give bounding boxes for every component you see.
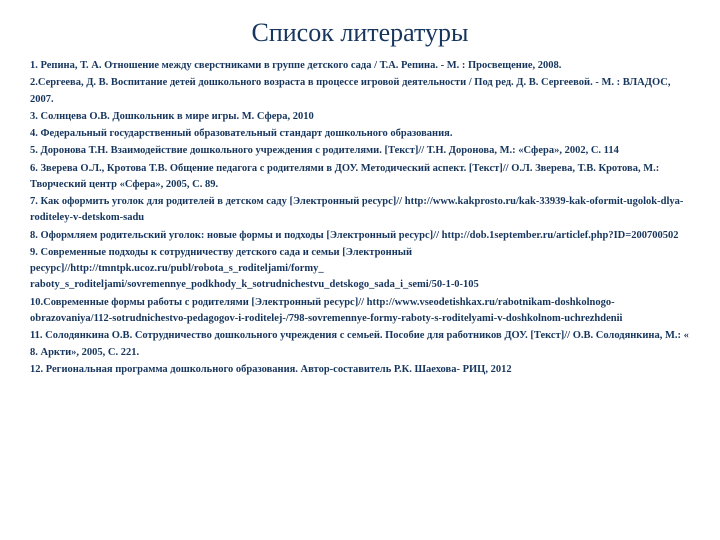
- document-page: Список литературы 1. Репина, Т. А. Отнош…: [0, 0, 720, 378]
- page-title: Список литературы: [30, 18, 690, 48]
- reference-item: 8. Оформляем родительский уголок: новые …: [30, 228, 690, 244]
- reference-item: 4. Федеральный государственный образоват…: [30, 126, 690, 142]
- reference-item: 7. Как оформить уголок для родителей в д…: [30, 194, 690, 227]
- reference-item: 1. Репина, Т. А. Отношение между сверстн…: [30, 58, 690, 74]
- reference-item: 11. Солодянкина О.В. Сотрудничество дошк…: [30, 328, 690, 361]
- reference-item: 6. Зверева О.Л., Кротова Т.В. Общение пе…: [30, 161, 690, 194]
- reference-item: 3. Солнцева О.В. Дошкольник в мире игры.…: [30, 109, 690, 125]
- reference-item: 2.Сергеева, Д. В. Воспитание детей дошко…: [30, 75, 690, 108]
- reference-item: 10.Современные формы работы с родителями…: [30, 295, 690, 328]
- reference-item: 12. Региональная программа дошкольного о…: [30, 362, 690, 378]
- reference-item: 5. Доронова Т.Н. Взаимодействие дошкольн…: [30, 143, 690, 159]
- reference-item: 9. Современные подходы к сотрудничеству …: [30, 245, 690, 294]
- reference-list: 1. Репина, Т. А. Отношение между сверстн…: [30, 58, 690, 378]
